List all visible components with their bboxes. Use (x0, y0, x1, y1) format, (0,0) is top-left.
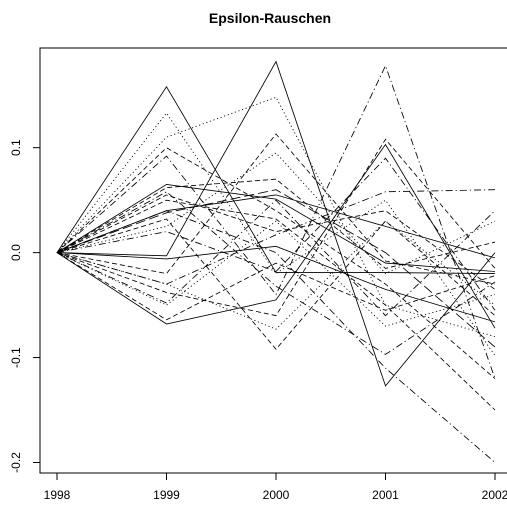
series-line-3 (56, 143, 496, 329)
series-line-14 (56, 194, 496, 290)
series-line-7 (56, 112, 496, 356)
x-tick-label: 2002 (482, 488, 507, 502)
series-line-11 (56, 220, 496, 327)
series-line-24 (56, 157, 496, 311)
series-line-5 (56, 245, 496, 323)
series-line-22 (56, 189, 496, 285)
x-tick-label: 2001 (372, 488, 399, 502)
series-group (56, 60, 496, 463)
series-line-25 (56, 191, 496, 355)
series-line-26 (56, 189, 496, 348)
series-line-18 (56, 138, 496, 317)
series-line-15 (56, 218, 496, 350)
series-line-13 (56, 252, 496, 321)
series-line-6 (56, 183, 496, 272)
series-line-1 (56, 85, 496, 275)
plot-area (39, 47, 507, 474)
series-line-2 (56, 60, 496, 387)
series-line-17 (56, 178, 496, 269)
series-line-21 (56, 210, 496, 463)
series-line-20 (56, 64, 496, 379)
series-line-23 (56, 199, 496, 317)
y-tick-label: 0.1 (9, 139, 23, 156)
x-tick-label: 1998 (44, 488, 71, 502)
y-tick-label: -0.2 (9, 452, 23, 473)
plot-frame (39, 47, 507, 474)
series-line-9 (56, 220, 496, 330)
series-line-8 (56, 96, 496, 338)
series-line-12 (56, 147, 496, 379)
series-line-16 (56, 133, 496, 285)
x-tick-label: 2000 (263, 488, 290, 502)
series-line-19 (56, 199, 496, 411)
y-tick-label: 0.0 (9, 244, 23, 261)
series-line-4 (56, 194, 496, 259)
x-tick-label: 1999 (153, 488, 180, 502)
y-tick-label: -0.1 (9, 347, 23, 368)
x-axis: 1998 1999 2000 2001 2002 (44, 473, 507, 502)
y-axis: -0.2 -0.1 0.0 0.1 (9, 139, 40, 473)
chart-title: Epsilon-Rauschen (209, 10, 331, 26)
